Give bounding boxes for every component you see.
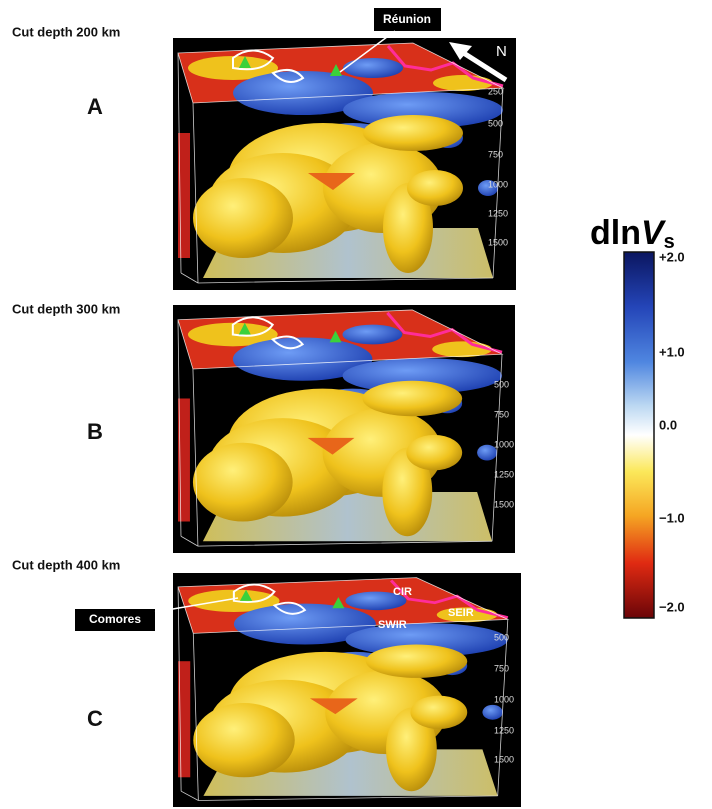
depth-label: 1000 xyxy=(494,694,514,704)
cir-label: CIR xyxy=(393,586,412,598)
colorbar-label: −2.0 xyxy=(659,599,685,614)
yellow-anomaly xyxy=(363,115,463,151)
depth-label: 500 xyxy=(494,632,509,642)
depth-label: 1000 xyxy=(494,439,514,449)
colorbar-label: −1.0 xyxy=(659,510,685,525)
panel-letter: B xyxy=(87,419,103,444)
blue-anomaly xyxy=(343,58,403,78)
panel-caption: Cut depth 400 km xyxy=(12,557,120,572)
colorbar-label: 0.0 xyxy=(659,417,677,432)
depth-label: 250 xyxy=(488,86,503,96)
depth-label: 1500 xyxy=(494,499,514,509)
yellow-anomaly xyxy=(410,696,467,729)
panel-letter: C xyxy=(87,706,103,731)
colorbar: dlnVs xyxy=(590,214,675,618)
depth-label: 500 xyxy=(494,379,509,389)
yellow-anomaly xyxy=(362,381,462,416)
colorbar-ramp xyxy=(624,252,654,618)
panel-letter: A xyxy=(87,94,103,119)
yellow-anomaly xyxy=(193,443,293,522)
colorbar-label: +1.0 xyxy=(659,344,685,359)
yellow-anomaly xyxy=(407,170,463,206)
panel-caption: Cut depth 200 km xyxy=(12,24,120,39)
blue-anomaly xyxy=(482,705,502,720)
colorbar-label: +2.0 xyxy=(659,249,685,264)
blue-anomaly xyxy=(343,325,403,345)
swir-label: SWIR xyxy=(378,619,407,631)
comores-label: Comores xyxy=(89,612,141,626)
yellow-anomaly xyxy=(406,435,462,470)
depth-label: 1500 xyxy=(494,754,514,764)
colorbar-title-text: dln xyxy=(590,214,641,252)
colorbar-title: dlnVs xyxy=(590,214,675,253)
panel-caption: Cut depth 300 km xyxy=(12,301,120,316)
yellow-anomaly xyxy=(193,703,294,777)
figure: Cut depth 200 km A 250 500 750 1000 1250 1500 Cu… xyxy=(0,0,712,809)
depth-label: 750 xyxy=(494,409,509,419)
depth-label: 1250 xyxy=(494,469,514,479)
depth-label: 750 xyxy=(494,663,509,673)
reunion-label: Réunion xyxy=(383,12,431,26)
depth-label: 1250 xyxy=(494,725,514,735)
depth-label: 1250 xyxy=(488,208,508,218)
depth-label: 750 xyxy=(488,149,503,159)
depth-label: 1500 xyxy=(488,237,508,247)
seir-label: SEIR xyxy=(448,607,474,619)
north-label: N xyxy=(496,43,507,60)
yellow-anomaly xyxy=(193,178,293,258)
depth-label: 1000 xyxy=(488,179,508,189)
depth-label: 500 xyxy=(488,118,503,128)
panels: Cut depth 200 km A 250 500 750 1000 1250 1500 Cu… xyxy=(12,24,521,807)
yellow-anomaly xyxy=(366,645,467,678)
